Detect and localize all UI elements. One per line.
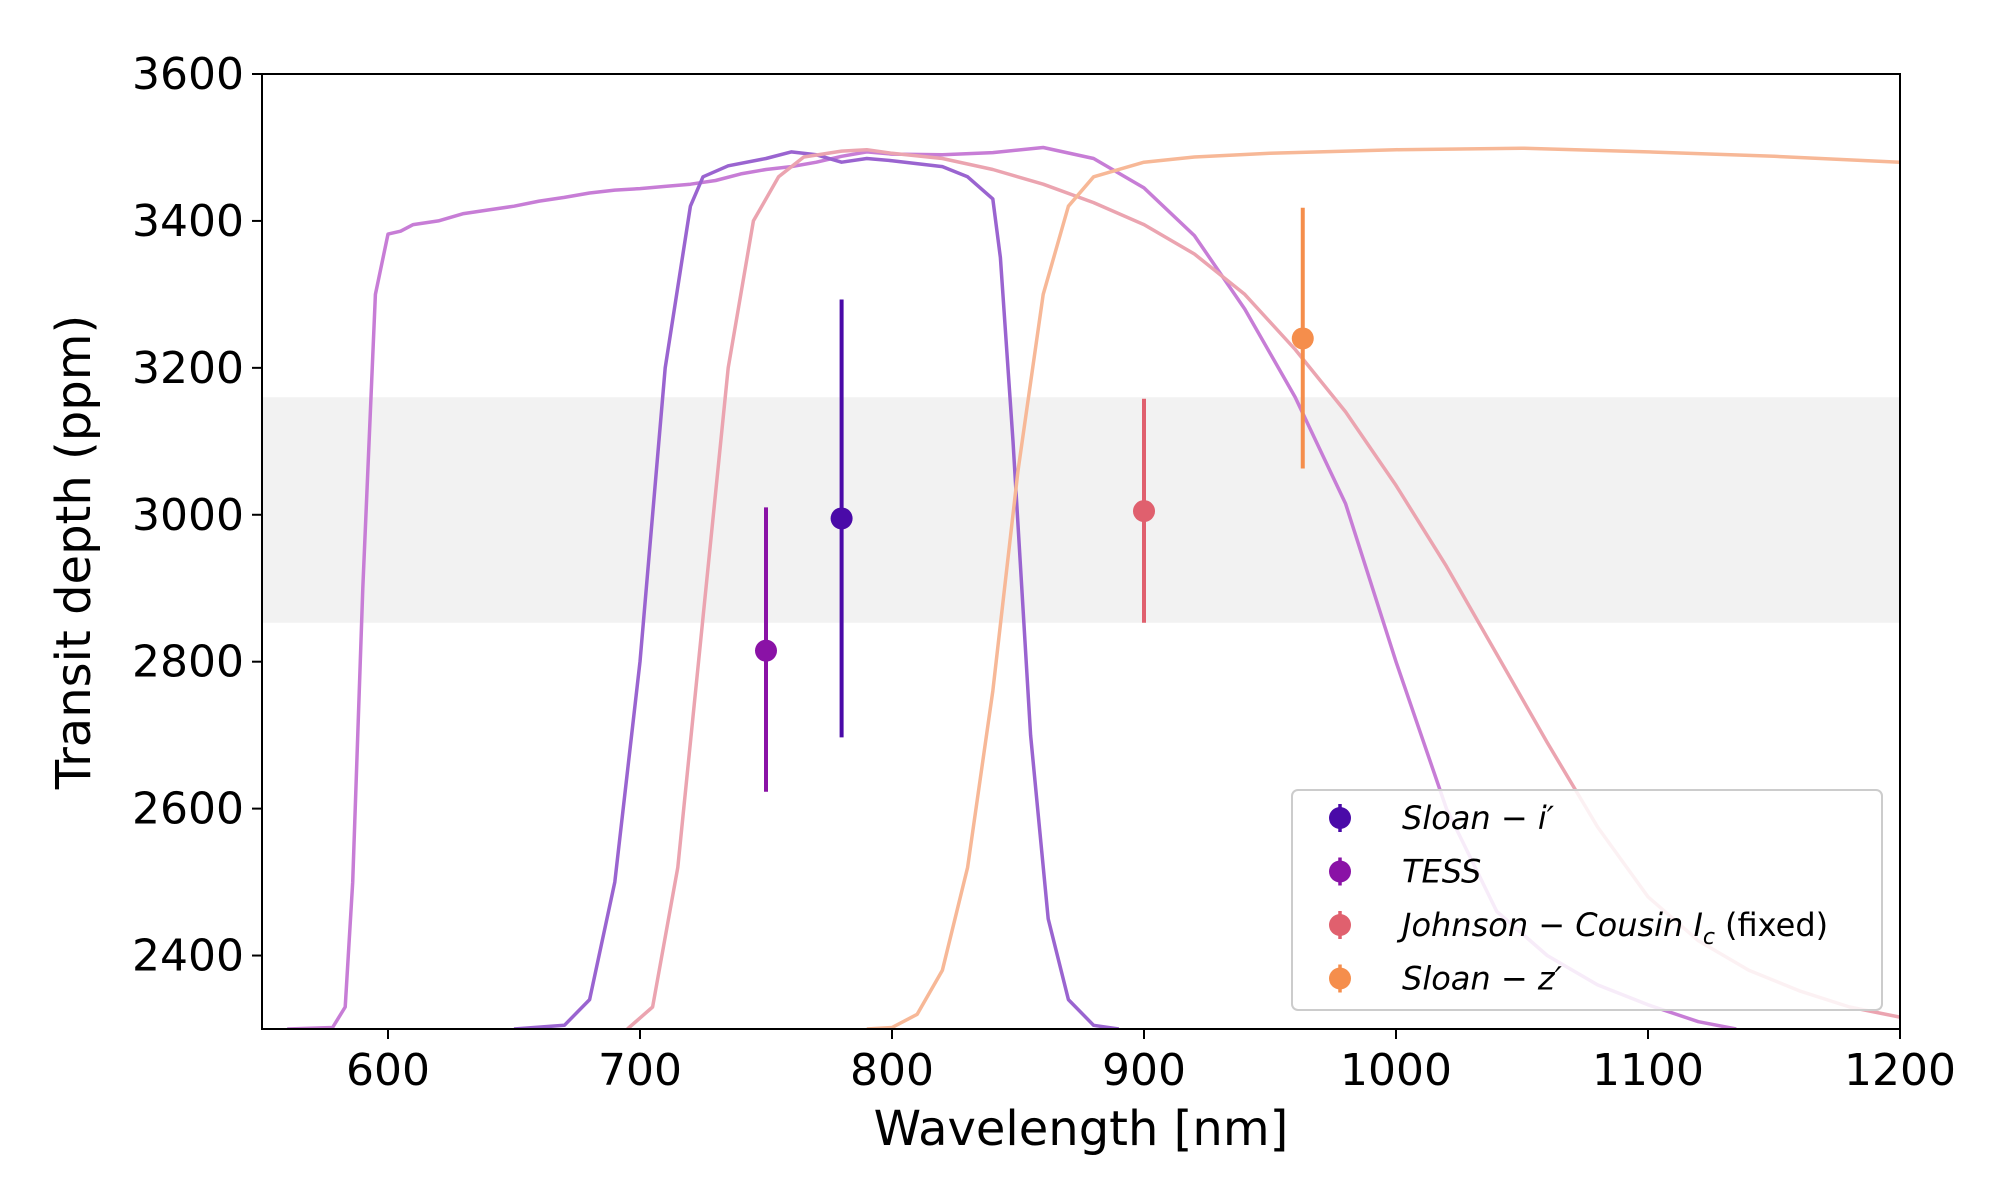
legend-item-1: TESS bbox=[1329, 853, 1481, 891]
filter-curve-0 bbox=[287, 145, 1737, 1029]
y-tick-label: 2400 bbox=[132, 931, 244, 982]
x-tick-label: 1000 bbox=[1340, 1045, 1452, 1096]
y-tick-label: 2600 bbox=[132, 784, 244, 835]
y-tick-label: 3200 bbox=[132, 343, 244, 394]
point-marker bbox=[755, 639, 777, 662]
legend-item-0: Sloan − i′ bbox=[1329, 799, 1555, 837]
y-tick-label: 3000 bbox=[132, 490, 244, 541]
legend-label: Sloan − z′ bbox=[1402, 960, 1563, 998]
legend-marker bbox=[1329, 967, 1351, 990]
data-point-1 bbox=[755, 507, 777, 792]
legend-marker bbox=[1329, 914, 1351, 936]
legend-item-2: Johnson − Cousin Ic (fixed) bbox=[1329, 906, 1828, 950]
x-tick-label: 900 bbox=[1102, 1045, 1186, 1096]
x-axis-ticks: 600 700 800 900 1000 1100 1200 bbox=[346, 1029, 1956, 1096]
data-point-0 bbox=[830, 299, 853, 738]
legend-marker bbox=[1329, 860, 1351, 883]
data-point-3 bbox=[1291, 207, 1314, 469]
y-axis-ticks: 2400 2600 2800 3000 3200 3400 3600 bbox=[132, 49, 262, 982]
legend-label: Johnson − Cousin Ic (fixed) bbox=[1396, 906, 1828, 950]
x-tick-label: 1100 bbox=[1592, 1045, 1704, 1096]
legend: Sloan − i′ TESS Johnson − Cousin Ic (fixed)… bbox=[1291, 789, 1883, 1011]
data-points bbox=[755, 207, 1314, 792]
legend-box bbox=[1291, 789, 1883, 1011]
y-axis-title: Transit depth (ppm) bbox=[46, 315, 102, 790]
x-tick-label: 600 bbox=[346, 1045, 430, 1096]
filter-curve-3 bbox=[866, 146, 1900, 1029]
data-point-2 bbox=[1133, 398, 1155, 623]
legend-label: TESS bbox=[1402, 853, 1481, 891]
legend-item-3: Sloan − z′ bbox=[1329, 960, 1563, 998]
filter-curve-1 bbox=[513, 150, 1120, 1029]
x-axis-title: Wavelength [nm] bbox=[874, 1101, 1289, 1157]
plot-frame bbox=[261, 73, 1901, 1030]
point-marker bbox=[1133, 500, 1155, 523]
x-tick-label: 800 bbox=[850, 1045, 934, 1096]
y-tick-label: 3600 bbox=[132, 49, 244, 100]
legend-label: Sloan − i′ bbox=[1402, 799, 1555, 837]
y-tick-label: 2800 bbox=[132, 637, 244, 688]
legend-marker bbox=[1329, 807, 1351, 829]
shaded-band bbox=[262, 397, 1900, 623]
x-tick-label: 700 bbox=[598, 1045, 682, 1096]
point-marker bbox=[1291, 327, 1314, 350]
x-tick-label: 1200 bbox=[1844, 1045, 1956, 1096]
y-tick-label: 3400 bbox=[132, 196, 244, 247]
point-marker bbox=[830, 507, 853, 530]
